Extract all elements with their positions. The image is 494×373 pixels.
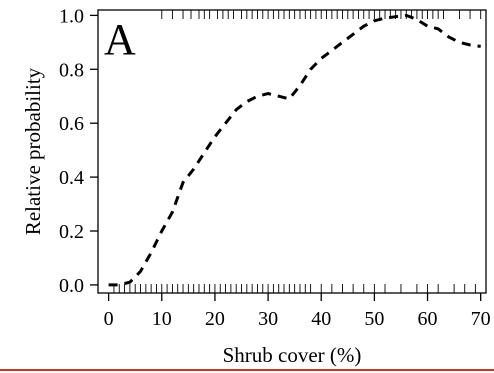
y-axis: 0.0 0.2 0.4 0.6 0.8 1.0	[59, 5, 98, 297]
x-tick-label: 70	[471, 308, 491, 330]
x-tick-label: 50	[364, 308, 384, 330]
x-axis: 0 10 20 30 40 50 60 70	[104, 293, 491, 330]
x-tick-label: 60	[418, 308, 438, 330]
y-tick-label: 1.0	[59, 5, 84, 27]
rug-top	[161, 10, 482, 19]
x-tick-label: 10	[152, 308, 172, 330]
panel-label: A	[104, 15, 136, 64]
y-tick-label: 0.6	[59, 113, 84, 135]
x-tick-label: 30	[258, 308, 278, 330]
y-tick-label: 0.4	[59, 167, 84, 189]
x-tick-label: 20	[205, 308, 225, 330]
x-tick-label: 40	[311, 308, 331, 330]
y-tick-label: 0.8	[59, 59, 84, 81]
y-tick-label: 0.2	[59, 221, 84, 243]
rug-bottom	[113, 284, 476, 293]
series-line	[108, 13, 481, 287]
x-axis-label: Shrub cover (%)	[223, 343, 362, 367]
y-axis-label: Relative probability	[21, 67, 45, 235]
x-tick-label: 0	[104, 308, 114, 330]
y-tick-label: 0.0	[59, 275, 84, 297]
plot-frame	[97, 9, 487, 294]
